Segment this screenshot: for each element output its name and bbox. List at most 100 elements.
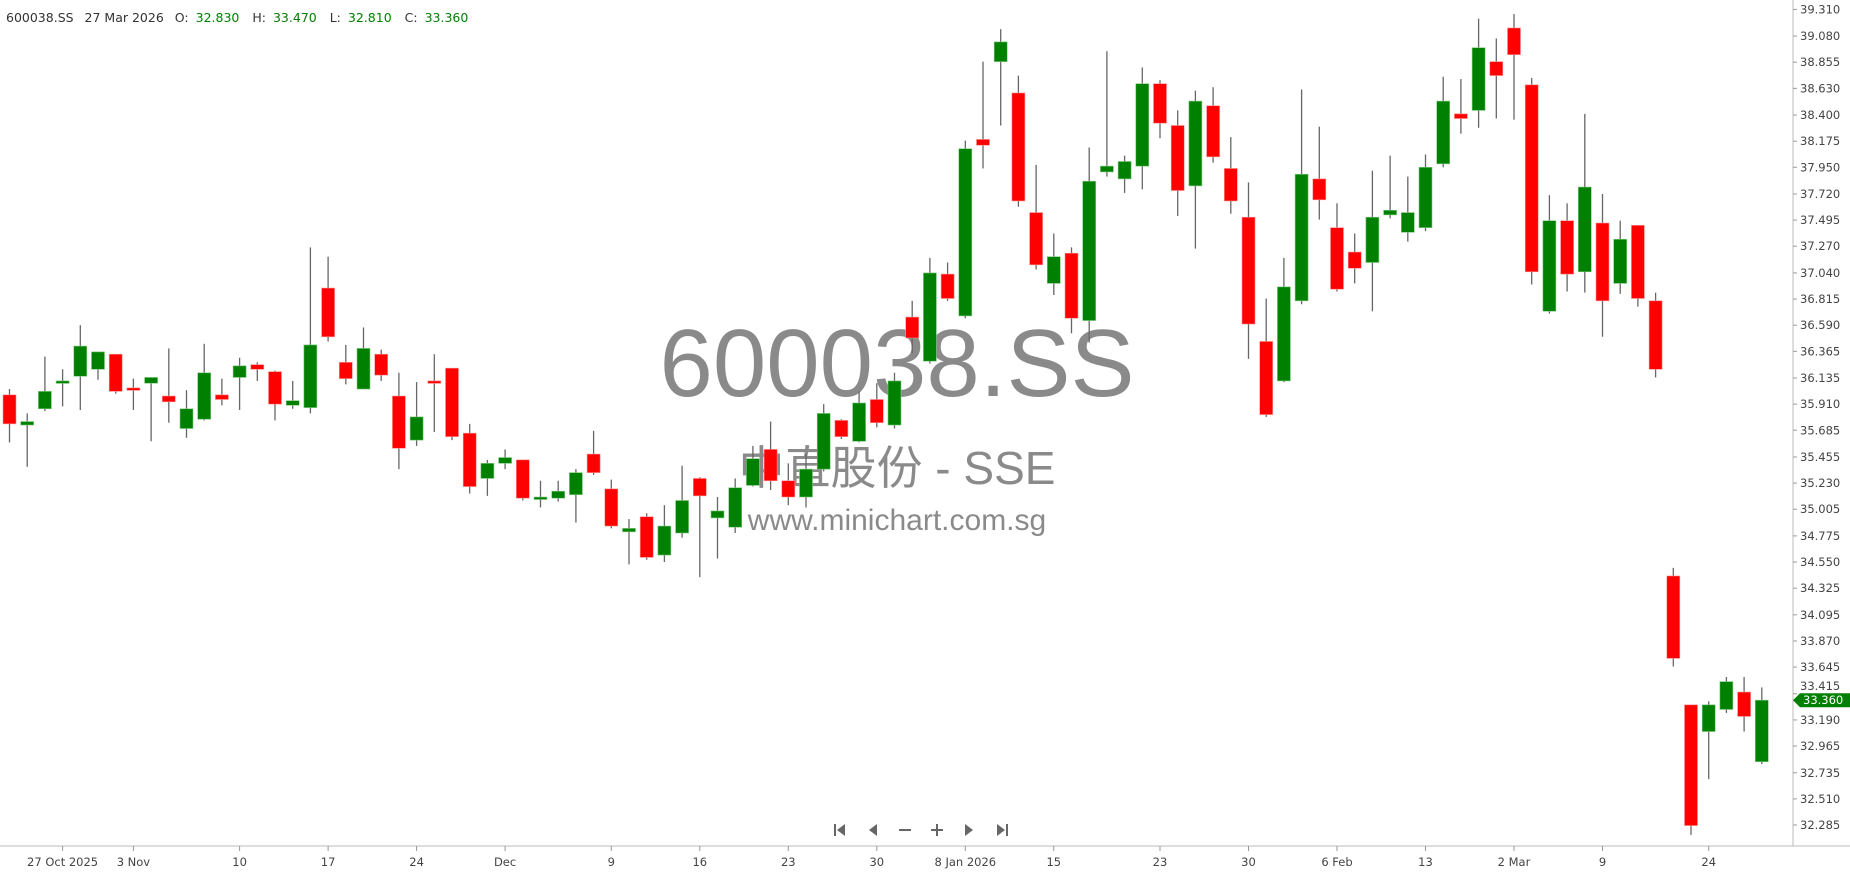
candle bbox=[1401, 176, 1415, 242]
previous-icon bbox=[869, 824, 877, 836]
candle bbox=[1082, 147, 1096, 343]
candle bbox=[1117, 155, 1132, 193]
candle bbox=[781, 463, 796, 506]
candle bbox=[1454, 79, 1468, 134]
candle-body-up bbox=[1188, 100, 1203, 187]
candle-body-down bbox=[869, 399, 884, 424]
y-tick-label: 33.870 bbox=[1800, 634, 1840, 648]
candle-body-down bbox=[905, 316, 920, 339]
y-tick-label: 38.855 bbox=[1800, 55, 1840, 69]
high-label: H: bbox=[252, 10, 266, 25]
next-button[interactable] bbox=[957, 818, 981, 842]
candle-body-up bbox=[1277, 286, 1291, 382]
candle bbox=[1595, 193, 1610, 337]
first-button[interactable] bbox=[829, 818, 853, 842]
candle bbox=[940, 262, 955, 301]
candle-body-down bbox=[1631, 225, 1645, 299]
close-value: 33.360 bbox=[424, 10, 469, 25]
x-tick-label: Dec bbox=[494, 855, 516, 869]
candle bbox=[923, 257, 937, 364]
candle-body-down bbox=[1064, 252, 1079, 319]
candle-body-down bbox=[215, 394, 229, 400]
candle bbox=[869, 383, 884, 428]
last-price-arrow bbox=[1793, 693, 1850, 708]
x-tick-label: 27 Oct 2025 bbox=[27, 855, 98, 869]
candle bbox=[976, 61, 990, 169]
candle-body-up bbox=[179, 408, 194, 429]
candle bbox=[586, 430, 601, 475]
zoom-in-button[interactable] bbox=[925, 818, 949, 842]
candle bbox=[1524, 77, 1539, 285]
candle-body-up bbox=[91, 351, 105, 370]
candle-body-up bbox=[1542, 220, 1557, 312]
candle-body-up bbox=[1135, 83, 1150, 167]
y-tick-label: 34.325 bbox=[1800, 581, 1840, 595]
x-axis: 27 Oct 2025 3 Nov 10 17 24 Dec 9 16 23 30 8 Jan 20… bbox=[27, 846, 1716, 869]
candle bbox=[1135, 67, 1150, 190]
candle-body-down bbox=[392, 395, 406, 449]
y-axis: 39.310 39.080 38.855 38.630 38.400 38.175 37.9… bbox=[1793, 2, 1840, 832]
candle bbox=[728, 478, 743, 534]
candle-body-up bbox=[993, 41, 1008, 62]
candle bbox=[38, 356, 52, 412]
candle-body-up bbox=[533, 496, 548, 500]
y-tick-label: 33.415 bbox=[1800, 679, 1840, 693]
candle-body-up bbox=[498, 457, 512, 464]
first-icon bbox=[834, 824, 845, 836]
y-tick-label: 32.735 bbox=[1800, 766, 1840, 780]
candle-body-up bbox=[1294, 173, 1309, 302]
candle-body-down bbox=[1684, 704, 1698, 826]
candle bbox=[1631, 225, 1645, 307]
candle-body-up bbox=[569, 472, 583, 495]
low-value: 32.810 bbox=[347, 10, 392, 25]
last-button[interactable] bbox=[990, 818, 1014, 842]
candle bbox=[1648, 292, 1663, 378]
candle bbox=[1312, 126, 1327, 220]
candle bbox=[569, 469, 583, 523]
candle-body-up bbox=[1701, 704, 1716, 732]
ohlc-header: 600038.SS 27 Mar 2026 O: 32.830 H: 33.470 … bbox=[6, 10, 477, 25]
candle bbox=[480, 459, 495, 496]
candle bbox=[692, 477, 707, 578]
y-tick-label: 34.095 bbox=[1800, 608, 1840, 622]
watermark: 600038.SS 中直股份 - SSE www.minichart.com.s… bbox=[659, 310, 1134, 537]
zoom-in-icon bbox=[931, 824, 943, 836]
candle-body-up bbox=[1047, 256, 1061, 284]
y-tick-label: 32.965 bbox=[1800, 739, 1840, 753]
x-tick-label: 13 bbox=[1418, 855, 1433, 869]
y-tick-label: 36.590 bbox=[1800, 318, 1840, 332]
candle bbox=[20, 413, 35, 467]
y-tick-label: 37.950 bbox=[1800, 160, 1840, 174]
candle bbox=[1277, 257, 1291, 383]
candle bbox=[197, 343, 211, 421]
candle-body-down bbox=[1347, 251, 1362, 269]
candle bbox=[1188, 90, 1203, 249]
candle bbox=[852, 391, 866, 443]
candle bbox=[73, 325, 88, 410]
zoom-out-icon bbox=[899, 829, 911, 831]
candle-body-down bbox=[586, 453, 601, 473]
open-label: O: bbox=[174, 10, 189, 25]
previous-button[interactable] bbox=[861, 818, 885, 842]
zoom-out-button[interactable] bbox=[893, 818, 917, 842]
candle-body-down bbox=[1241, 216, 1256, 325]
candle-body-up bbox=[923, 272, 937, 362]
x-tick-label: 15 bbox=[1046, 855, 1061, 869]
y-tick-label: 38.400 bbox=[1800, 108, 1840, 122]
candle-body-down bbox=[1507, 27, 1521, 55]
candle-body-up bbox=[356, 348, 371, 390]
candle bbox=[816, 404, 831, 472]
candle-body-up bbox=[1365, 216, 1380, 263]
candle-body-up bbox=[1401, 212, 1415, 233]
candle bbox=[1294, 89, 1309, 305]
candle bbox=[1684, 704, 1698, 835]
candle bbox=[392, 372, 406, 470]
low-label: L: bbox=[329, 10, 341, 25]
candle-body-up bbox=[1613, 238, 1627, 284]
candle bbox=[1259, 298, 1273, 417]
candle bbox=[1224, 137, 1238, 214]
x-tick-label: 23 bbox=[1153, 855, 1168, 869]
candle-body-down bbox=[1648, 300, 1663, 370]
candle bbox=[763, 421, 778, 491]
